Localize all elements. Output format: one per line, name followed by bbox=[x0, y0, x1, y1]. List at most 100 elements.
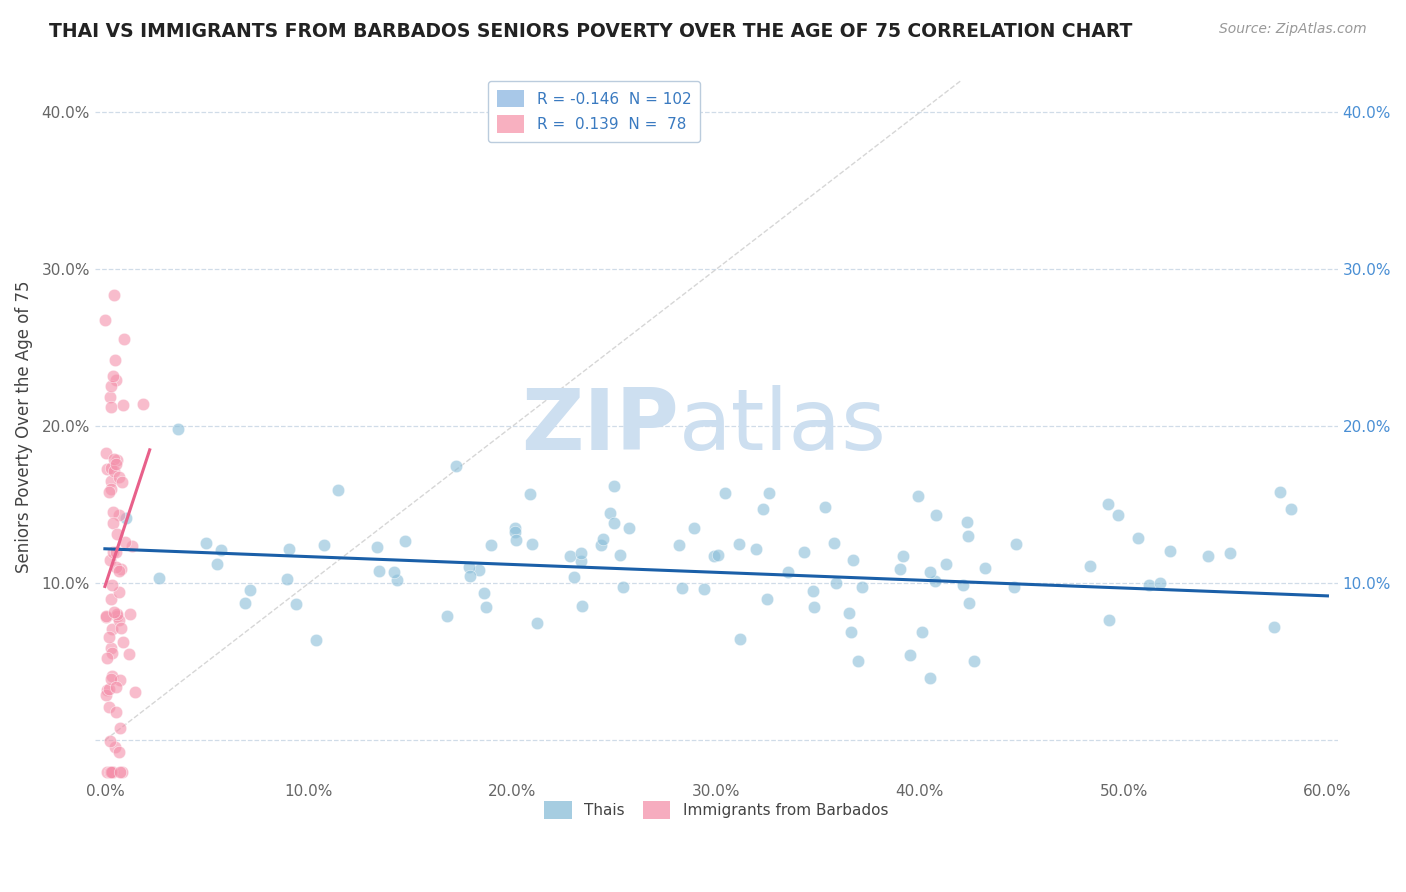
Point bbox=[823, 535, 845, 549]
Point bbox=[952, 577, 974, 591]
Point bbox=[558, 549, 581, 564]
Point bbox=[519, 486, 541, 500]
Point bbox=[104, 457, 127, 471]
Point bbox=[571, 599, 593, 613]
Point bbox=[526, 615, 548, 630]
Point bbox=[101, 368, 124, 383]
Point bbox=[101, 764, 124, 779]
Point bbox=[603, 516, 626, 530]
Point bbox=[842, 553, 865, 567]
Point bbox=[104, 352, 127, 367]
Point bbox=[479, 538, 502, 552]
Point bbox=[617, 521, 640, 535]
Point bbox=[98, 681, 121, 696]
Point bbox=[98, 764, 121, 779]
Point bbox=[107, 609, 129, 624]
Point bbox=[1107, 508, 1129, 522]
Point bbox=[1002, 580, 1025, 594]
Point bbox=[1159, 543, 1181, 558]
Point bbox=[839, 625, 862, 640]
Point bbox=[394, 533, 416, 548]
Point bbox=[1098, 613, 1121, 627]
Point bbox=[562, 570, 585, 584]
Point bbox=[714, 485, 737, 500]
Point bbox=[1149, 575, 1171, 590]
Point bbox=[569, 546, 592, 560]
Point bbox=[103, 605, 125, 619]
Point bbox=[105, 706, 128, 720]
Point bbox=[118, 648, 141, 662]
Point bbox=[103, 464, 125, 478]
Point bbox=[108, 673, 131, 688]
Point bbox=[100, 482, 122, 496]
Point bbox=[101, 669, 124, 683]
Point bbox=[801, 584, 824, 599]
Point bbox=[108, 585, 131, 599]
Point bbox=[110, 621, 132, 635]
Point bbox=[108, 508, 131, 522]
Point bbox=[101, 578, 124, 592]
Point bbox=[108, 764, 131, 779]
Point bbox=[98, 700, 121, 714]
Point bbox=[446, 458, 468, 473]
Point bbox=[612, 580, 634, 594]
Point bbox=[974, 561, 997, 575]
Point bbox=[703, 549, 725, 564]
Point bbox=[758, 486, 780, 500]
Point bbox=[112, 398, 135, 412]
Point bbox=[101, 516, 124, 530]
Point bbox=[326, 483, 349, 497]
Point bbox=[838, 606, 860, 620]
Point bbox=[925, 508, 948, 522]
Point bbox=[107, 613, 129, 627]
Point bbox=[108, 564, 131, 578]
Point bbox=[924, 574, 946, 588]
Point bbox=[100, 764, 122, 779]
Point bbox=[955, 515, 977, 529]
Y-axis label: Seniors Poverty Over the Age of 75: Seniors Poverty Over the Age of 75 bbox=[15, 280, 32, 573]
Point bbox=[101, 764, 124, 779]
Point bbox=[100, 764, 122, 779]
Point bbox=[728, 632, 751, 646]
Point bbox=[97, 485, 120, 500]
Text: atlas: atlas bbox=[679, 384, 887, 467]
Point bbox=[96, 446, 118, 460]
Point bbox=[105, 452, 128, 467]
Point bbox=[94, 610, 117, 624]
Point bbox=[194, 536, 217, 550]
Point bbox=[100, 591, 122, 606]
Point bbox=[907, 489, 929, 503]
Point bbox=[935, 558, 957, 572]
Point bbox=[683, 521, 706, 535]
Point bbox=[96, 462, 118, 476]
Point bbox=[755, 591, 778, 606]
Point bbox=[367, 564, 389, 578]
Point bbox=[100, 461, 122, 475]
Point bbox=[103, 452, 125, 467]
Text: Source: ZipAtlas.com: Source: ZipAtlas.com bbox=[1219, 22, 1367, 37]
Point bbox=[503, 525, 526, 540]
Point bbox=[100, 641, 122, 656]
Point bbox=[110, 562, 132, 576]
Point bbox=[592, 532, 614, 546]
Point bbox=[98, 733, 121, 747]
Point bbox=[825, 575, 848, 590]
Point bbox=[305, 633, 328, 648]
Point bbox=[589, 538, 612, 552]
Point bbox=[111, 635, 134, 649]
Point bbox=[382, 565, 405, 579]
Point bbox=[100, 474, 122, 488]
Point bbox=[285, 597, 308, 611]
Point bbox=[436, 608, 458, 623]
Point bbox=[893, 549, 915, 563]
Point bbox=[98, 630, 121, 644]
Point bbox=[920, 565, 942, 579]
Point bbox=[115, 511, 138, 525]
Point bbox=[503, 521, 526, 535]
Point bbox=[911, 624, 934, 639]
Point bbox=[467, 563, 489, 577]
Point bbox=[1263, 620, 1285, 634]
Point bbox=[898, 648, 921, 663]
Point bbox=[475, 599, 498, 614]
Point bbox=[693, 582, 716, 596]
